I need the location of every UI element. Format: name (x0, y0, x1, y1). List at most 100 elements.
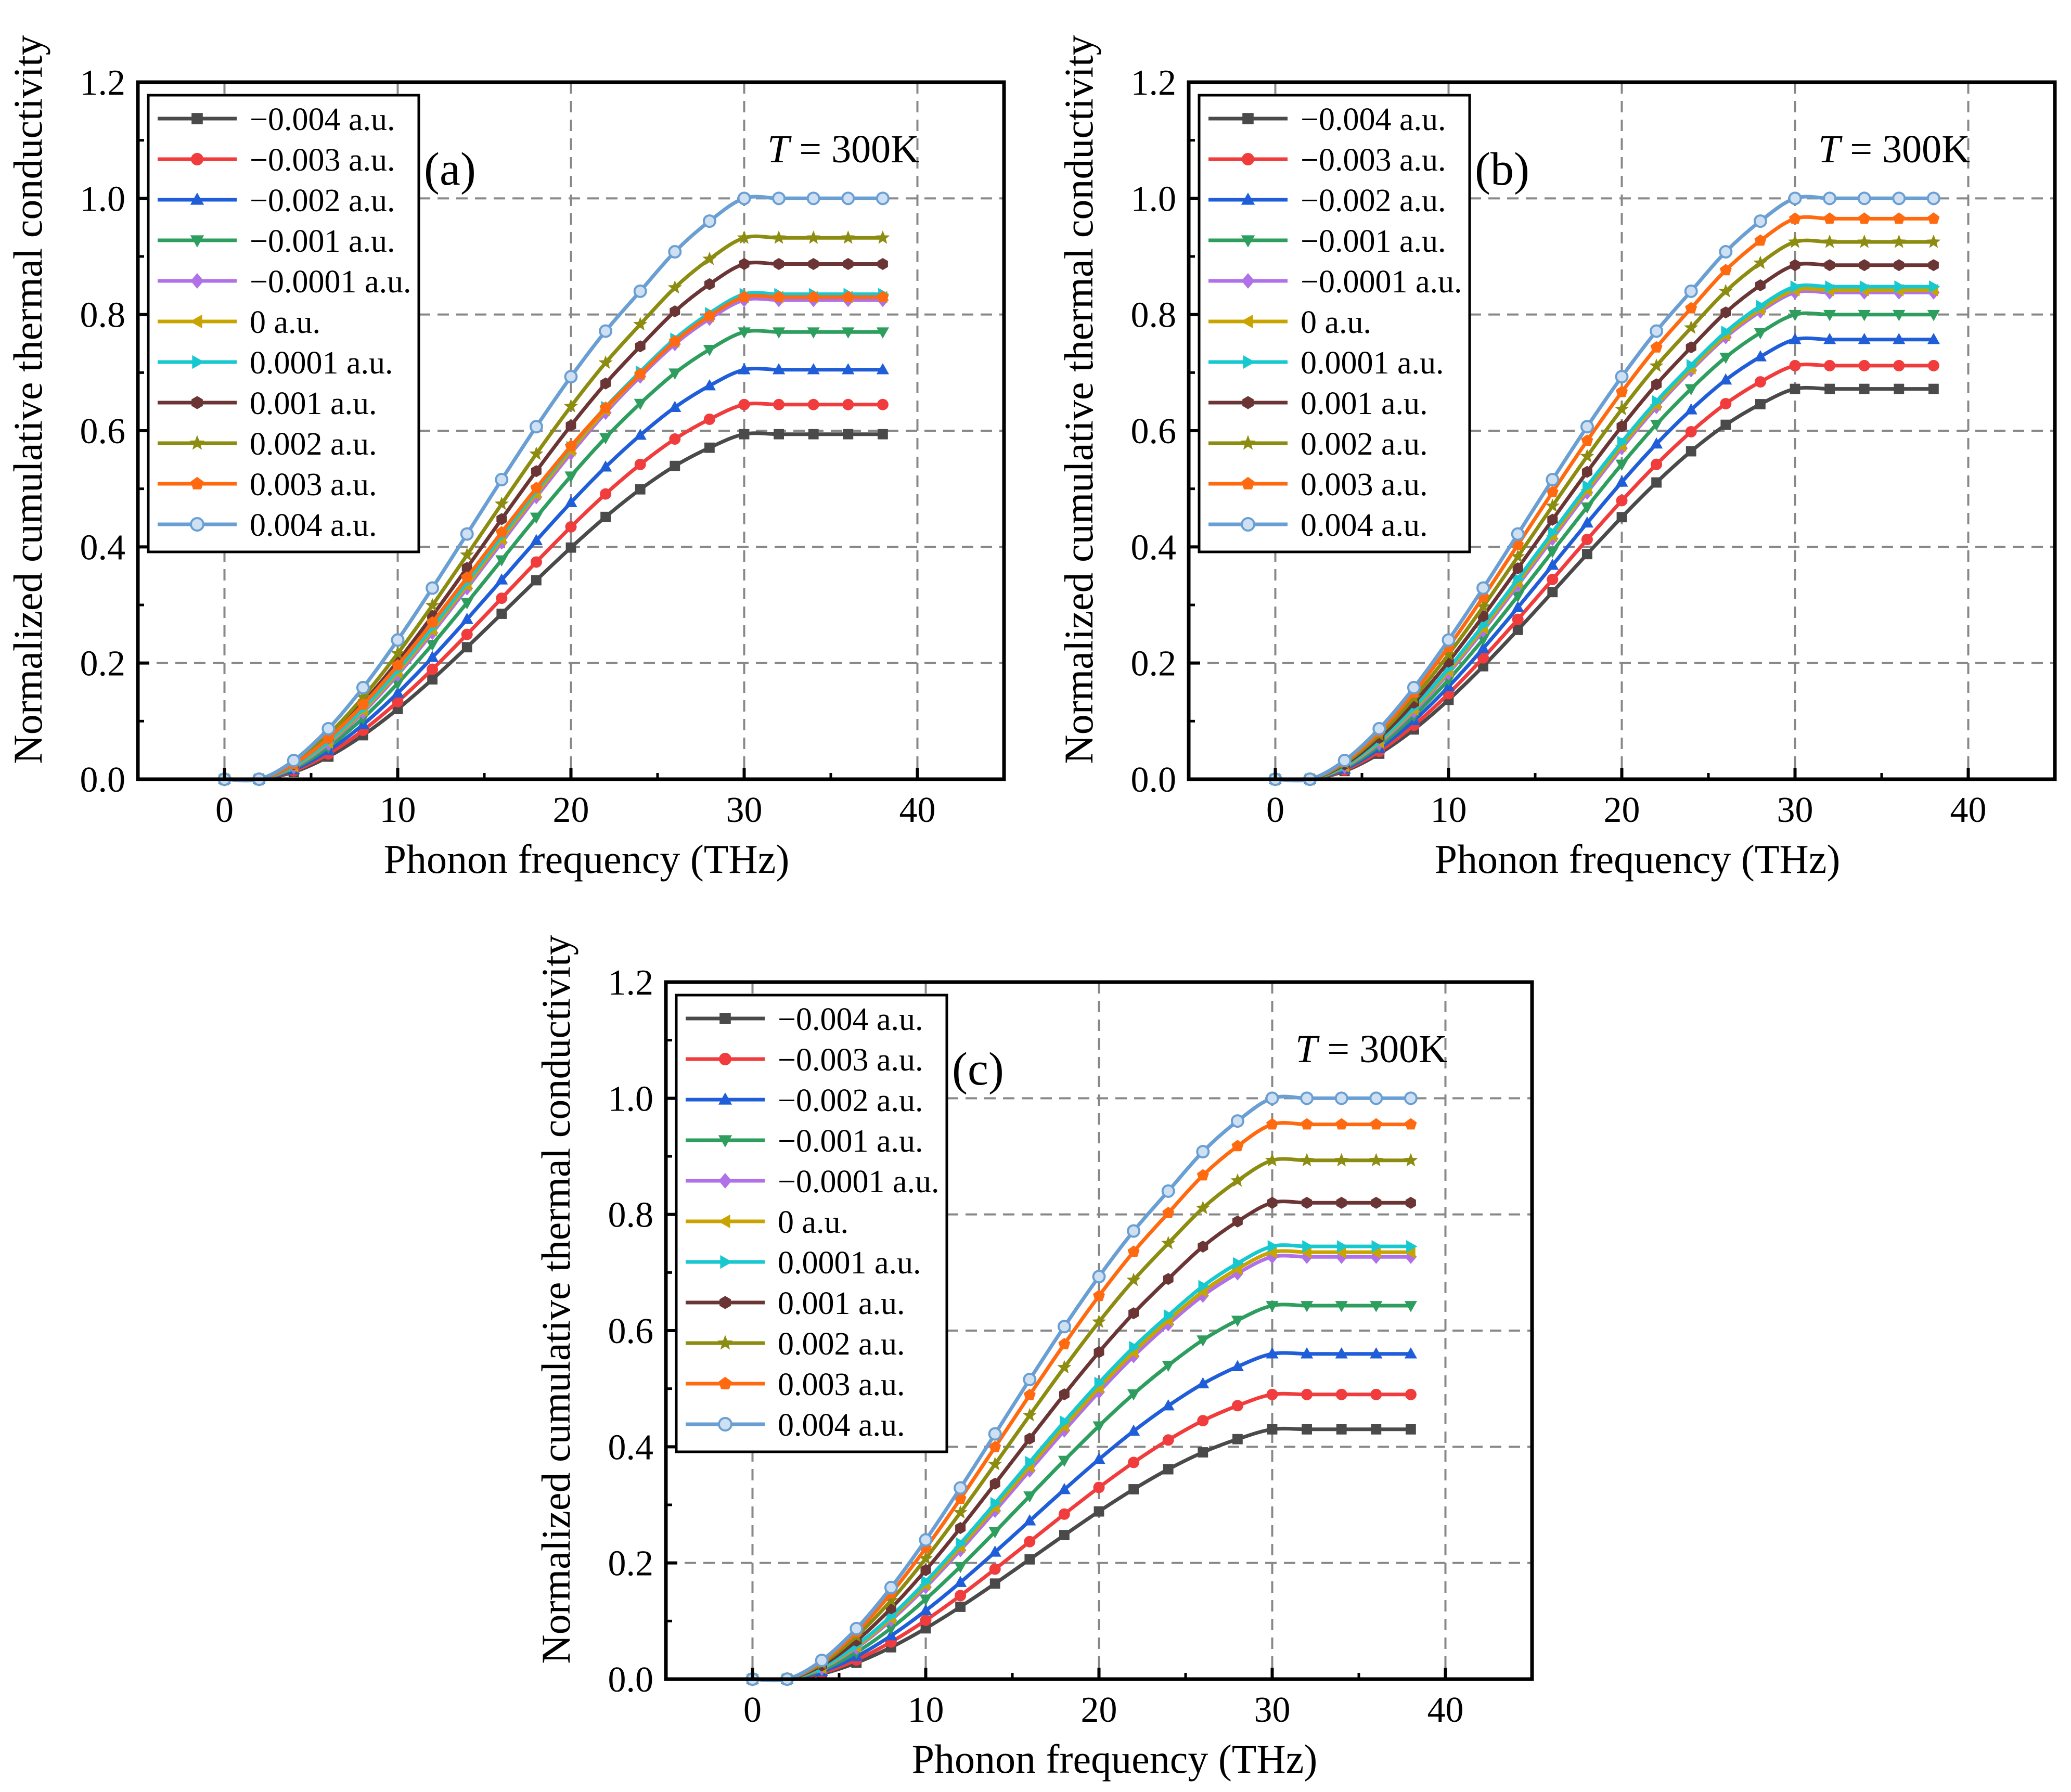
data-point (1196, 1145, 1210, 1159)
data-point (670, 305, 680, 318)
data-point (461, 571, 473, 583)
data-point (633, 284, 647, 298)
legend-marker (190, 314, 202, 329)
legend-marker (720, 1255, 732, 1269)
data-point (460, 612, 473, 624)
data-point (1857, 234, 1872, 248)
data-point (1789, 212, 1801, 224)
data-point (919, 1533, 933, 1547)
data-point (1335, 1388, 1347, 1400)
data-point (1058, 1508, 1070, 1520)
data-point (1892, 234, 1906, 248)
data-point (921, 1575, 933, 1588)
data-point (1404, 1347, 1417, 1359)
x-tick-label: 40 (1427, 1690, 1464, 1730)
series-line (224, 402, 883, 782)
data-point (390, 646, 405, 660)
data-point (1825, 280, 1836, 293)
data-point (1686, 446, 1696, 457)
data-point (1404, 1153, 1418, 1167)
annotation-rest: = 300K (1317, 1027, 1447, 1071)
series-10 (745, 1091, 1418, 1686)
data-point (494, 496, 509, 510)
data-point (1615, 475, 1628, 487)
data-point (461, 628, 473, 640)
data-point (737, 230, 752, 244)
data-point (738, 363, 751, 375)
data-point (738, 327, 751, 339)
legend-marker (190, 192, 204, 205)
data-point (1336, 1240, 1348, 1253)
data-point (1892, 191, 1906, 205)
data-point (1091, 1314, 1107, 1328)
data-point (1858, 359, 1870, 371)
data-point (1857, 191, 1871, 205)
data-point (807, 398, 819, 410)
legend-item: −0.0001 a.u. (158, 264, 411, 300)
data-point (1162, 1206, 1175, 1218)
data-point (842, 327, 855, 339)
chart-panel-a: 0 10 20 30 40 0.0 0.2 0.4 0.6 0.8 1.0 1.2 Phonon fre… (0, 0, 1030, 892)
data-point (635, 484, 646, 495)
legend-item: 0 a.u. (1208, 305, 1371, 340)
y-tick-label: 1.2 (608, 963, 654, 1003)
data-point (878, 429, 888, 440)
data-point (1927, 212, 1940, 224)
legend-label: −0.0001 a.u. (250, 264, 411, 300)
data-point (1511, 549, 1525, 563)
legend-marker (191, 153, 203, 165)
data-point (495, 526, 508, 538)
legend-label: 0 a.u. (250, 305, 320, 340)
legend-label: 0.003 a.u. (778, 1367, 905, 1402)
legend-box (1198, 94, 1471, 553)
data-point (772, 191, 786, 205)
data-point (1754, 376, 1766, 388)
data-point (600, 488, 612, 500)
series-line (1275, 336, 1934, 782)
y-tick-label: 1.2 (1131, 63, 1177, 103)
annotation-italic: T (1818, 127, 1843, 171)
data-point (1580, 516, 1593, 528)
data-point (495, 473, 509, 487)
legend-box (147, 94, 420, 553)
legend-label: 0.004 a.u. (778, 1408, 905, 1443)
data-point (1301, 1118, 1313, 1130)
data-point (1233, 1257, 1244, 1270)
data-point (495, 555, 508, 567)
data-point (425, 598, 440, 612)
data-point (1859, 383, 1870, 394)
data-point (1334, 1091, 1348, 1105)
legend-label: −0.001 a.u. (1301, 224, 1446, 259)
data-point (954, 1576, 967, 1587)
data-point (1824, 259, 1835, 272)
legend-marker (719, 1296, 731, 1309)
legend-label: −0.004 a.u. (1301, 102, 1446, 137)
x-tick-label: 0 (1266, 790, 1284, 830)
data-point (1511, 601, 1524, 612)
data-point (1721, 326, 1732, 339)
data-point (1894, 280, 1906, 293)
data-point (1162, 1434, 1174, 1446)
data-point (1197, 1377, 1210, 1388)
data-point (1718, 283, 1733, 298)
legend-item: −0.003 a.u. (686, 1042, 923, 1078)
data-point (1265, 1153, 1280, 1167)
series-line (752, 1157, 1411, 1682)
data-point (427, 663, 439, 675)
data-point (1756, 300, 1767, 313)
series-line (224, 366, 883, 782)
data-point (806, 230, 821, 244)
data-point (1198, 1447, 1208, 1458)
legend-item: 0 a.u. (686, 1205, 848, 1240)
data-point (773, 363, 786, 375)
legend-label: 0.002 a.u. (778, 1326, 905, 1362)
data-point (1128, 1307, 1139, 1320)
data-point (1406, 1240, 1418, 1253)
data-point (670, 460, 680, 471)
data-point (1787, 234, 1803, 248)
legend-label: 0.001 a.u. (250, 386, 377, 421)
data-point (1128, 1484, 1139, 1494)
legend-label: −0.001 a.u. (778, 1124, 923, 1159)
data-point (1893, 359, 1905, 371)
y-tick-label: 1.0 (80, 179, 126, 219)
